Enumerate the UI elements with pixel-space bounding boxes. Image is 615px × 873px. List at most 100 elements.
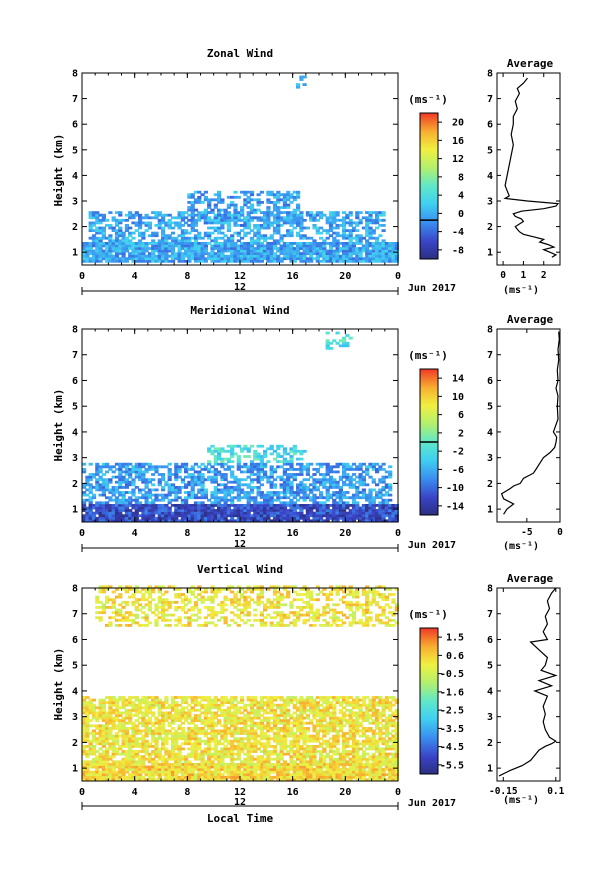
heatmap-cell bbox=[200, 768, 205, 771]
heatmap-cell bbox=[259, 259, 264, 263]
heatmap-cell bbox=[141, 711, 146, 715]
heatmap-cell bbox=[240, 483, 245, 487]
heatmap-cell bbox=[220, 742, 225, 746]
heatmap-cell bbox=[266, 519, 271, 523]
heatmap-cell bbox=[338, 775, 343, 779]
heatmap-cell bbox=[365, 496, 370, 500]
heatmap-cell bbox=[95, 516, 100, 520]
heatmap-cell bbox=[226, 254, 231, 258]
heatmap-cell bbox=[213, 216, 218, 220]
heatmap-cell bbox=[259, 770, 264, 774]
heatmap-cell bbox=[207, 218, 212, 222]
heatmap-cell bbox=[98, 244, 103, 248]
heatmap-cell bbox=[220, 752, 225, 756]
heatmap-cell bbox=[220, 729, 225, 733]
heatmap-cell bbox=[203, 468, 208, 471]
heatmap-cell bbox=[312, 496, 317, 500]
heatmap-cell bbox=[282, 506, 287, 510]
heatmap-cell bbox=[167, 703, 172, 707]
heatmap-cell bbox=[342, 218, 347, 222]
heatmap-cell bbox=[220, 231, 225, 235]
heatmap-cell bbox=[233, 778, 238, 782]
heatmap-cell bbox=[220, 514, 225, 518]
heatmap-cell bbox=[187, 765, 192, 769]
heatmap-cell bbox=[134, 742, 139, 746]
heatmap-cell bbox=[276, 229, 281, 232]
heatmap-cell bbox=[121, 698, 126, 702]
avg-x-tick-label: 0 bbox=[500, 270, 506, 281]
heatmap-cell bbox=[88, 211, 93, 214]
heatmap-cell bbox=[121, 724, 126, 728]
heatmap-cell bbox=[187, 768, 192, 771]
heatmap-cell bbox=[296, 85, 301, 89]
heatmap-cell bbox=[184, 239, 189, 243]
heatmap-cell bbox=[164, 493, 169, 497]
heatmap-cell bbox=[279, 511, 284, 515]
heatmap-cell bbox=[88, 511, 93, 515]
heatmap-cell bbox=[286, 516, 291, 520]
heatmap-cell bbox=[282, 201, 287, 204]
heatmap-cell bbox=[243, 470, 248, 474]
heatmap-cell bbox=[141, 729, 146, 733]
heatmap-cell bbox=[95, 462, 100, 466]
heatmap-cell bbox=[121, 765, 126, 769]
heatmap-cell bbox=[289, 242, 294, 245]
heatmap-cell bbox=[170, 254, 176, 258]
heatmap-cell bbox=[193, 252, 199, 255]
heatmap-cell bbox=[203, 514, 208, 518]
heatmap-cell bbox=[223, 737, 228, 741]
heatmap-cell bbox=[282, 775, 287, 779]
heatmap-cell bbox=[164, 506, 169, 510]
y-tick-label: 2 bbox=[72, 222, 78, 233]
heatmap-cell bbox=[361, 493, 366, 497]
heatmap-cell bbox=[105, 739, 110, 743]
heatmap-cell bbox=[101, 519, 106, 523]
heatmap-cell bbox=[279, 516, 284, 520]
heatmap-cell bbox=[114, 501, 120, 505]
heatmap-cell bbox=[98, 254, 103, 258]
heatmap-cell bbox=[187, 493, 192, 497]
heatmap-cell bbox=[230, 778, 235, 782]
heatmap-cell bbox=[170, 703, 176, 707]
heatmap-cell bbox=[276, 254, 281, 258]
heatmap-cell bbox=[161, 727, 166, 730]
heatmap-cell bbox=[124, 480, 129, 484]
heatmap-cell bbox=[230, 706, 235, 710]
heatmap-cell bbox=[365, 519, 370, 523]
heatmap-cell bbox=[266, 447, 271, 451]
heatmap-cell bbox=[335, 511, 340, 515]
heatmap-cell bbox=[230, 519, 235, 523]
heatmap-cell bbox=[319, 770, 324, 774]
heatmap-cell bbox=[203, 714, 208, 717]
heatmap-cell bbox=[128, 739, 133, 743]
heatmap-cell bbox=[207, 708, 212, 712]
heatmap-cell bbox=[240, 496, 245, 500]
heatmap-cell bbox=[170, 483, 176, 487]
heatmap-cell bbox=[124, 727, 129, 730]
heatmap-cell bbox=[108, 491, 113, 494]
heatmap-cell bbox=[355, 775, 360, 779]
heatmap-cell bbox=[121, 493, 126, 497]
heatmap-cell bbox=[338, 234, 343, 238]
heatmap-cell bbox=[118, 221, 123, 225]
heatmap-cell bbox=[272, 768, 278, 771]
heatmap-cell bbox=[124, 770, 129, 774]
heatmap-cell bbox=[134, 470, 139, 474]
heatmap-cell bbox=[154, 747, 159, 751]
heatmap-cell bbox=[82, 249, 87, 253]
heatmap-cell bbox=[342, 483, 347, 487]
heatmap-cell bbox=[256, 455, 261, 458]
heatmap-cell bbox=[144, 729, 149, 733]
heatmap-cell bbox=[114, 254, 120, 258]
heatmap-cell bbox=[276, 221, 281, 225]
heatmap-cell bbox=[184, 221, 189, 225]
heatmap-cell bbox=[151, 765, 156, 769]
heatmap-cell bbox=[246, 498, 251, 502]
heatmap-cell bbox=[259, 462, 264, 466]
heatmap-cell bbox=[108, 249, 113, 253]
heatmap-cell bbox=[259, 775, 264, 779]
heatmap-cell bbox=[213, 475, 218, 479]
heatmap-cell bbox=[355, 509, 360, 512]
heatmap-cell bbox=[266, 206, 271, 209]
heatmap-cell bbox=[342, 236, 347, 240]
